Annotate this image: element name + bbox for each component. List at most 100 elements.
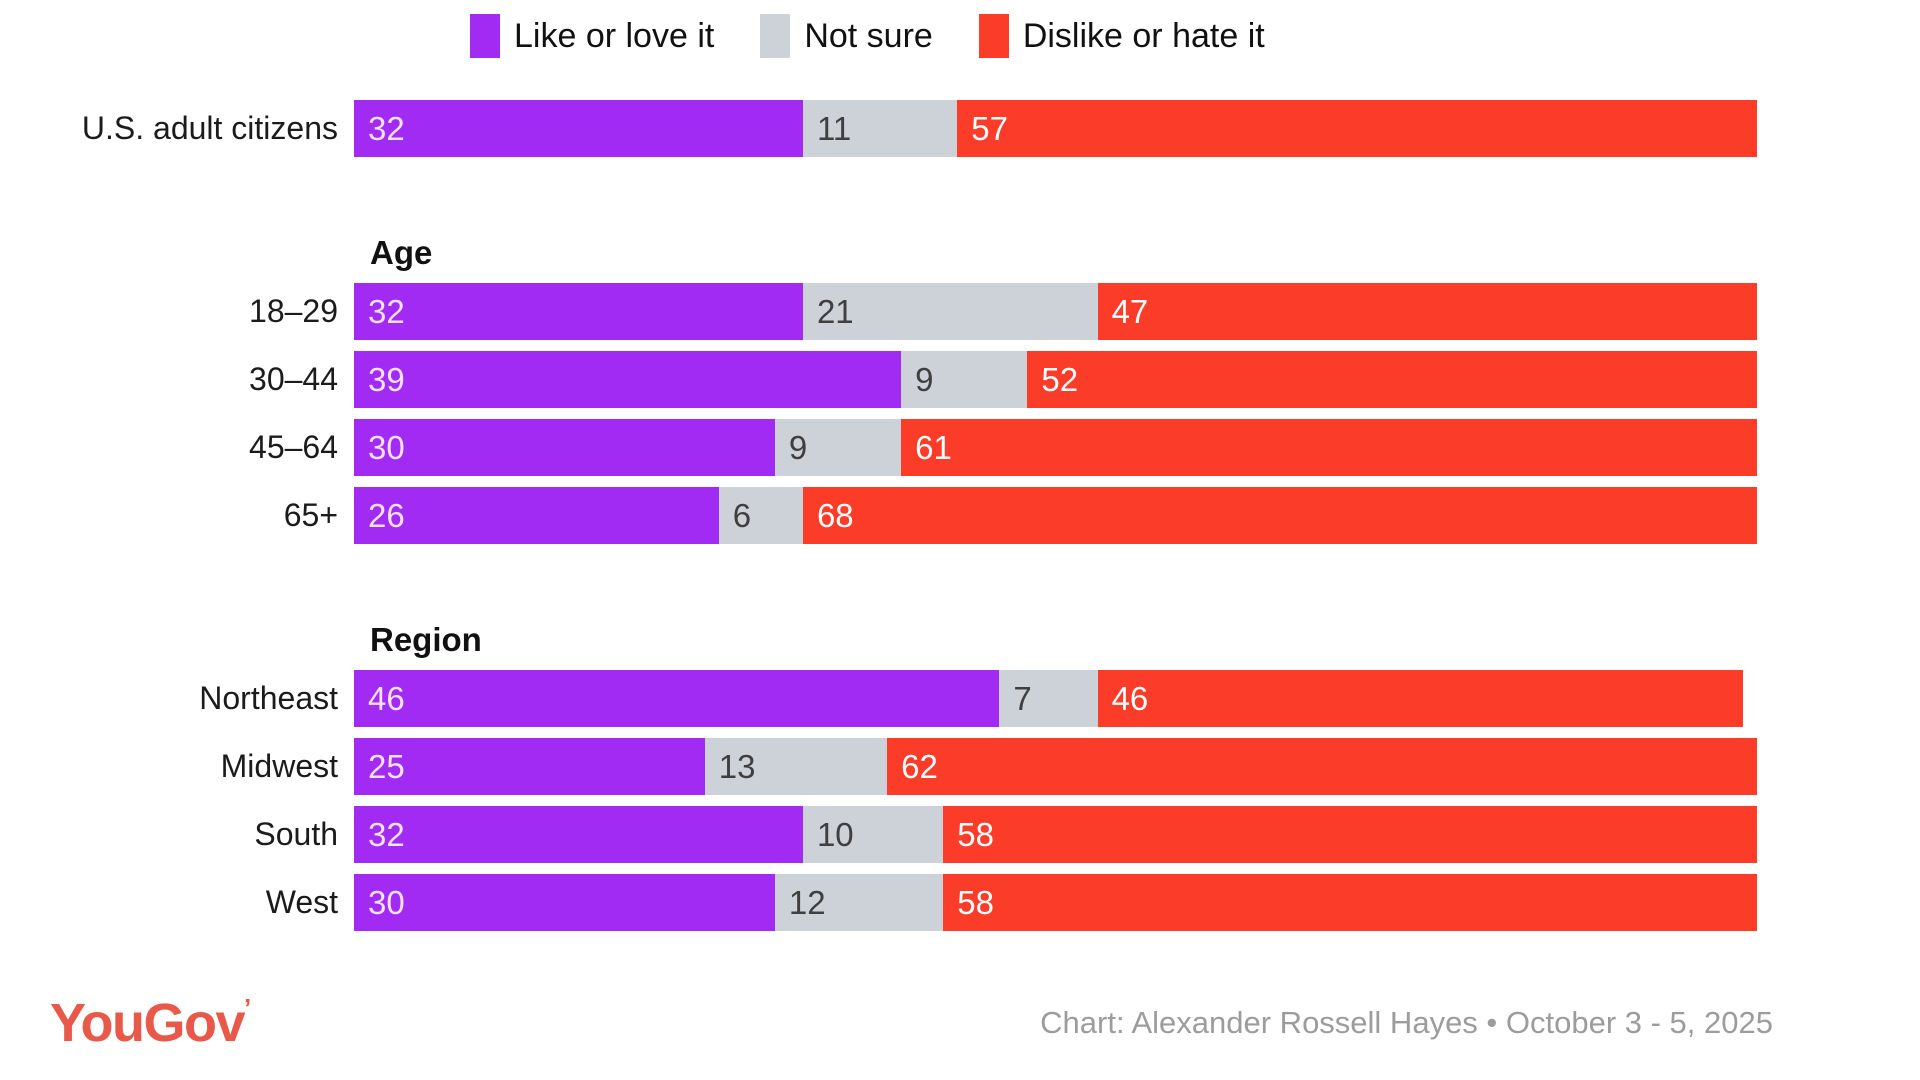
- segment-value: 62: [901, 747, 938, 785]
- segment-value: 26: [368, 496, 405, 534]
- legend-label: Dislike or hate it: [1022, 16, 1265, 55]
- segment-value: 58: [957, 815, 994, 853]
- segment-value: 32: [368, 292, 405, 330]
- stacked-bar: 32 11 57: [354, 100, 1757, 157]
- bar-row-northeast: Northeast 46 7 46: [0, 670, 1920, 727]
- group-age: 18–29 32 21 47 30–44 39 9 52 45–64 30 9 …: [0, 283, 1920, 544]
- row-label: South: [254, 816, 338, 852]
- yougov-logo: YouGov’: [50, 995, 251, 1050]
- segment-value: 46: [1111, 679, 1149, 717]
- yougov-logo-text: YouGov: [50, 993, 246, 1053]
- segment-value: 32: [368, 815, 405, 853]
- segment-value: 25: [368, 747, 405, 785]
- segment-notsure: 12: [774, 874, 944, 931]
- stacked-bar: 32 10 58: [354, 806, 1757, 863]
- segment-value: 12: [788, 883, 826, 921]
- segment-notsure: 9: [774, 419, 902, 476]
- yougov-logo-mark-icon: ’: [244, 993, 252, 1023]
- legend-swatch-dislike-icon: [978, 14, 1009, 58]
- segment-value: 13: [718, 747, 756, 785]
- segment-value: 9: [915, 360, 934, 398]
- stacked-bar: 26 6 68: [354, 487, 1757, 544]
- segment-value: 6: [732, 496, 752, 534]
- segment-value: 47: [1111, 292, 1149, 330]
- legend-item-dislike: Dislike or hate it: [978, 14, 1265, 58]
- legend-label: Like or love it: [514, 16, 715, 55]
- legend-swatch-notsure-icon: [760, 14, 791, 58]
- stacked-bar: 39 9 52: [354, 351, 1757, 408]
- segment-like: 30: [354, 874, 775, 931]
- footer: YouGov’ Chart: Alexander Rossell Hayes •…: [0, 995, 1920, 1050]
- row-label: U.S. adult citizens: [81, 110, 338, 146]
- row-label: 30–44: [249, 361, 338, 397]
- segment-value: 21: [816, 292, 854, 330]
- segment-value: 30: [368, 428, 405, 466]
- segment-dislike: 57: [957, 100, 1757, 157]
- segment-like: 39: [354, 351, 902, 408]
- segment-value: 61: [915, 428, 952, 466]
- segment-notsure: 11: [802, 100, 958, 157]
- legend-item-notsure: Not sure: [760, 14, 933, 58]
- row-label: 45–64: [249, 429, 338, 465]
- segment-notsure: 21: [802, 283, 1098, 340]
- segment-like: 32: [354, 100, 803, 157]
- section-header-region: Region: [370, 621, 482, 658]
- legend-swatch-like-icon: [470, 14, 500, 58]
- segment-dislike: 58: [943, 806, 1757, 863]
- segment-value: 7: [1013, 679, 1032, 717]
- segment-notsure: 6: [718, 487, 803, 544]
- segment-value: 68: [816, 496, 854, 534]
- segment-like: 26: [354, 487, 719, 544]
- segment-dislike: 68: [802, 487, 1757, 544]
- stacked-bar: 32 21 47: [354, 283, 1757, 340]
- stacked-bar: 25 13 62: [354, 738, 1757, 795]
- bar-row-65-plus: 65+ 26 6 68: [0, 487, 1920, 544]
- row-label: Midwest: [220, 748, 338, 784]
- segment-notsure: 7: [999, 670, 1098, 727]
- row-label: 65+: [283, 497, 338, 533]
- segment-value: 58: [957, 883, 994, 921]
- segment-value: 10: [816, 815, 854, 853]
- bar-row-south: South 32 10 58: [0, 806, 1920, 863]
- chart-page: Like or love it Not sure Dislike or hate…: [0, 14, 1920, 1080]
- segment-notsure: 13: [704, 738, 888, 795]
- segment-value: 30: [368, 883, 405, 921]
- segment-dislike: 58: [943, 874, 1757, 931]
- segment-value: 9: [788, 428, 808, 466]
- segment-value: 32: [368, 109, 405, 147]
- segment-value: 11: [816, 109, 852, 147]
- segment-dislike: 62: [887, 738, 1757, 795]
- section-header-age: Age: [370, 234, 433, 271]
- row-label: West: [265, 884, 338, 920]
- segment-like: 32: [354, 806, 803, 863]
- bar-row-30-44: 30–44 39 9 52: [0, 351, 1920, 408]
- row-label: 18–29: [249, 293, 338, 329]
- legend: Like or love it Not sure Dislike or hate…: [470, 14, 1265, 58]
- segment-value: 46: [368, 679, 405, 717]
- segment-like: 30: [354, 419, 775, 476]
- segment-value: 57: [971, 109, 1008, 147]
- segment-dislike: 52: [1027, 351, 1757, 408]
- bar-row-18-29: 18–29 32 21 47: [0, 283, 1920, 340]
- segment-dislike: 46: [1097, 670, 1743, 727]
- bar-row-us-adults: U.S. adult citizens 32 11 57: [0, 100, 1920, 157]
- bar-row-west: West 30 12 58: [0, 874, 1920, 931]
- segment-dislike: 47: [1097, 283, 1757, 340]
- segment-like: 25: [354, 738, 705, 795]
- segment-dislike: 61: [901, 419, 1757, 476]
- legend-label: Not sure: [804, 16, 933, 55]
- segment-like: 46: [354, 670, 1000, 727]
- chart-credit: Chart: Alexander Rossell Hayes • October…: [1040, 1004, 1773, 1040]
- segment-like: 32: [354, 283, 803, 340]
- bar-row-midwest: Midwest 25 13 62: [0, 738, 1920, 795]
- group-region: Northeast 46 7 46 Midwest 25 13 62 South…: [0, 670, 1920, 931]
- segment-notsure: 10: [802, 806, 944, 863]
- stacked-bar: 30 9 61: [354, 419, 1757, 476]
- segment-notsure: 9: [901, 351, 1028, 408]
- bar-row-45-64: 45–64 30 9 61: [0, 419, 1920, 476]
- stacked-bar: 46 7 46: [354, 670, 1757, 727]
- stacked-bar: 30 12 58: [354, 874, 1757, 931]
- segment-value: 52: [1041, 360, 1079, 398]
- row-label: Northeast: [199, 680, 338, 716]
- legend-item-like: Like or love it: [470, 14, 714, 58]
